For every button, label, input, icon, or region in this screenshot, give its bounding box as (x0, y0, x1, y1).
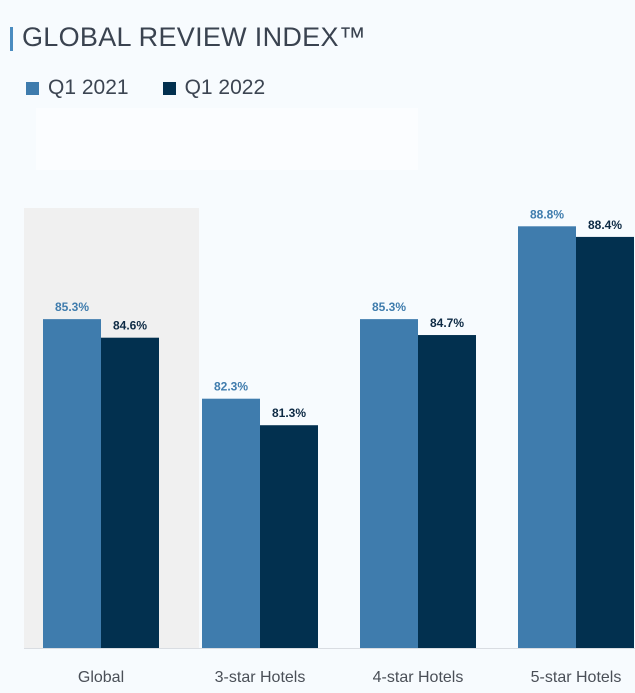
legend-swatch-q1-2022 (162, 81, 176, 95)
data-label-global-q1-2022: 84.6% (113, 319, 147, 333)
background-panel (36, 108, 418, 170)
category-label-3-star-hotels: 3-star Hotels (215, 669, 306, 686)
data-label-5-star-hotels-q1-2022: 88.4% (588, 218, 622, 232)
data-label-global-q1-2021: 85.3% (55, 300, 89, 314)
bar-3-star-hotels-q1-2021 (202, 398, 260, 648)
legend-label-q1-2021: Q1 2021 (48, 76, 129, 99)
category-label-global: Global (78, 669, 124, 686)
legend-item-q1-2022: Q1 2022 (162, 76, 266, 100)
bar-global-q1-2021 (43, 319, 101, 648)
bar-3-star-hotels-q1-2022 (260, 425, 318, 648)
data-label-5-star-hotels-q1-2021: 88.8% (530, 207, 564, 221)
bar-global-q1-2022 (101, 337, 159, 648)
bar-5-star-hotels-q1-2022 (576, 236, 634, 649)
data-label-4-star-hotels-q1-2021: 85.3% (372, 300, 406, 314)
title-accent-bar (10, 27, 13, 51)
bar-4-star-hotels-q1-2021 (360, 319, 418, 648)
data-label-4-star-hotels-q1-2022: 84.7% (430, 316, 464, 330)
category-label-5-star-hotels: 5-star Hotels (531, 669, 622, 686)
bar-4-star-hotels-q1-2022 (418, 335, 476, 648)
legend-label-q1-2022: Q1 2022 (184, 76, 266, 99)
data-label-3-star-hotels-q1-2021: 82.3% (214, 380, 248, 394)
chart-title: GLOBAL REVIEW INDEX™ (22, 22, 367, 52)
legend: Q1 2021 Q1 2022 (26, 76, 265, 100)
legend-item-q1-2021: Q1 2021 (26, 76, 129, 100)
legend-swatch-q1-2021 (26, 81, 39, 95)
data-label-3-star-hotels-q1-2022: 81.3% (272, 406, 306, 420)
bar-5-star-hotels-q1-2021 (518, 226, 576, 648)
category-label-4-star-hotels: 4-star Hotels (373, 669, 464, 686)
